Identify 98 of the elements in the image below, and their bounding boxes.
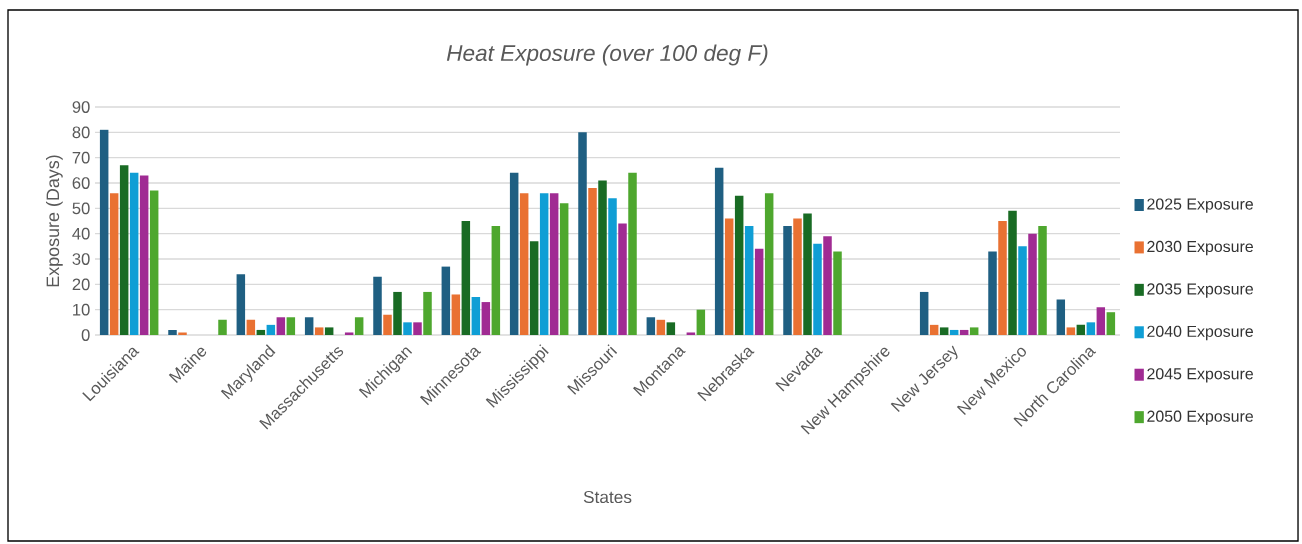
bar [276,317,286,335]
y-tick-label: 40 [72,227,90,240]
bar [99,129,109,335]
bar [393,291,402,335]
bar [324,327,334,335]
bar [646,317,656,335]
bar [139,175,149,335]
bar [168,329,177,335]
y-tick-label: 10 [73,303,90,316]
y-tick-label: 60 [72,177,90,189]
bar [481,302,491,335]
x-axis-title: States [583,490,632,504]
bar [1056,299,1066,335]
bar [1086,322,1096,335]
bar [686,332,696,335]
bar [598,180,607,335]
bar [236,274,246,335]
y-tick-label: 50 [72,202,90,215]
y-tick-label: 80 [72,126,90,139]
bar [509,172,519,335]
bar [471,297,481,335]
bar [666,322,676,335]
bar [441,266,451,335]
y-tick-label: 90 [72,101,90,113]
y-tick-label: 70 [72,151,90,164]
bar [919,291,929,335]
bar [1066,327,1076,335]
bar [314,327,324,335]
bar [628,172,637,335]
bar [1008,210,1017,335]
legend-label: 2045 Exposure [1147,368,1253,383]
bar [744,226,754,335]
bar [929,324,939,335]
bar [969,327,979,335]
chart-title: Heat Exposure (over 100 deg F) [446,44,768,66]
bar [256,329,266,335]
bar [178,332,187,335]
bar [451,294,461,335]
bar [754,248,764,335]
bar [529,241,539,335]
bar [998,221,1007,335]
legend-label: 2050 Exposure [1147,410,1253,426]
bar [1106,312,1116,335]
bar [373,276,382,335]
legend-label: 2030 Exposure [1147,240,1253,256]
bar [1038,226,1047,335]
y-tick-label: 20 [72,278,90,291]
bar [608,198,617,335]
y-tick-label: 30 [72,253,90,265]
bar [813,243,822,335]
bar [461,221,471,335]
bar [559,203,569,335]
bar [939,327,949,335]
bar [714,167,724,335]
bar [724,218,734,335]
bar [549,193,559,335]
bar [783,226,792,335]
bar [109,193,119,335]
bar [246,319,256,335]
bar [618,223,627,335]
legend-label: 2035 Exposure [1147,283,1253,298]
bar [423,291,432,335]
bar [149,190,159,335]
bar [413,322,422,335]
bar [129,172,139,335]
bar [286,317,296,335]
bar [491,226,501,335]
bar [304,317,314,335]
bar [578,132,587,335]
legend-label: 2040 Exposure [1147,325,1253,341]
y-axis-title: Exposure (Days) [46,155,63,287]
bar [1028,233,1037,335]
bar [266,324,276,335]
bar [1076,324,1086,335]
bar [1018,246,1027,335]
bar [764,193,774,335]
bar [119,165,129,335]
legend-label: 2025 Exposure [1147,198,1253,213]
bar [696,309,706,335]
bar [1096,307,1106,335]
bar [218,319,227,335]
bar [833,251,842,335]
bar [383,314,392,335]
bar [354,317,364,335]
bar [734,195,744,335]
bar [949,329,959,335]
bar [539,193,549,335]
bar [959,329,969,335]
bar [519,193,529,335]
bar [344,332,354,335]
bar [988,251,997,335]
bar [588,188,597,335]
y-tick-label: 0 [81,329,90,341]
bar [403,322,412,335]
bar [803,213,812,335]
bar [823,236,832,335]
bar [793,218,802,335]
bar [656,319,666,335]
